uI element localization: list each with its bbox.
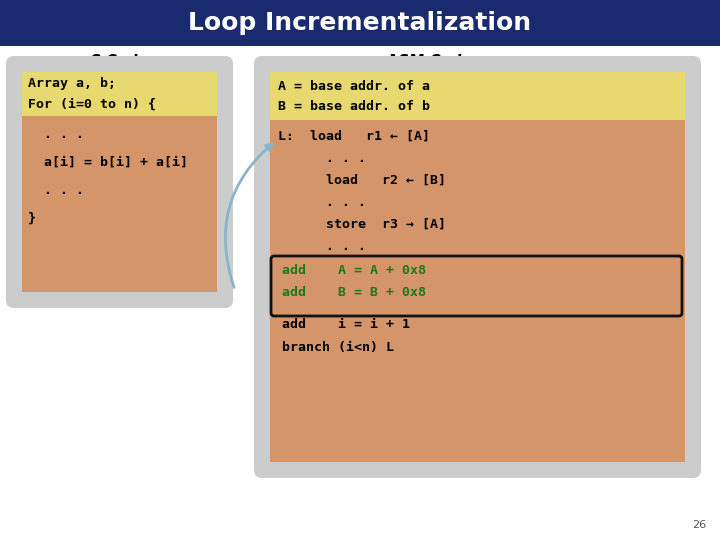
Text: }: } <box>28 212 36 225</box>
Text: A = base addr. of a: A = base addr. of a <box>278 79 430 92</box>
Bar <box>22 116 217 292</box>
Text: 26: 26 <box>692 520 706 530</box>
Text: . . .: . . . <box>278 152 366 165</box>
Text: . . .: . . . <box>278 240 366 253</box>
Text: For (i=0 to n) {: For (i=0 to n) { <box>28 98 156 111</box>
Text: L:  load   r1 ← [A]: L: load r1 ← [A] <box>278 130 430 143</box>
Bar <box>0 0 720 46</box>
Text: C Code: C Code <box>91 55 150 70</box>
Text: add    i = i + 1: add i = i + 1 <box>282 319 410 332</box>
FancyBboxPatch shape <box>271 256 682 316</box>
Text: branch (i<n) L: branch (i<n) L <box>282 341 394 354</box>
Text: ASM Code: ASM Code <box>387 55 473 70</box>
Text: Array a, b;: Array a, b; <box>28 78 116 91</box>
Text: Loop Incrementalization: Loop Incrementalization <box>189 11 531 35</box>
Bar <box>270 120 685 462</box>
Text: add    A = A + 0x8: add A = A + 0x8 <box>282 264 426 276</box>
Text: add    B = B + 0x8: add B = B + 0x8 <box>282 286 426 299</box>
FancyBboxPatch shape <box>254 56 701 478</box>
Text: store  r3 → [A]: store r3 → [A] <box>278 218 446 231</box>
Text: . . .: . . . <box>28 127 84 140</box>
Text: . . .: . . . <box>28 184 84 197</box>
Text: B = base addr. of b: B = base addr. of b <box>278 99 430 112</box>
Bar <box>270 72 685 120</box>
Text: load   r2 ← [B]: load r2 ← [B] <box>278 173 446 186</box>
Text: . . .: . . . <box>278 195 366 208</box>
FancyBboxPatch shape <box>6 56 233 308</box>
FancyArrowPatch shape <box>225 144 272 287</box>
Text: a[i] = b[i] + a[i]: a[i] = b[i] + a[i] <box>28 156 188 168</box>
Bar <box>22 72 217 116</box>
